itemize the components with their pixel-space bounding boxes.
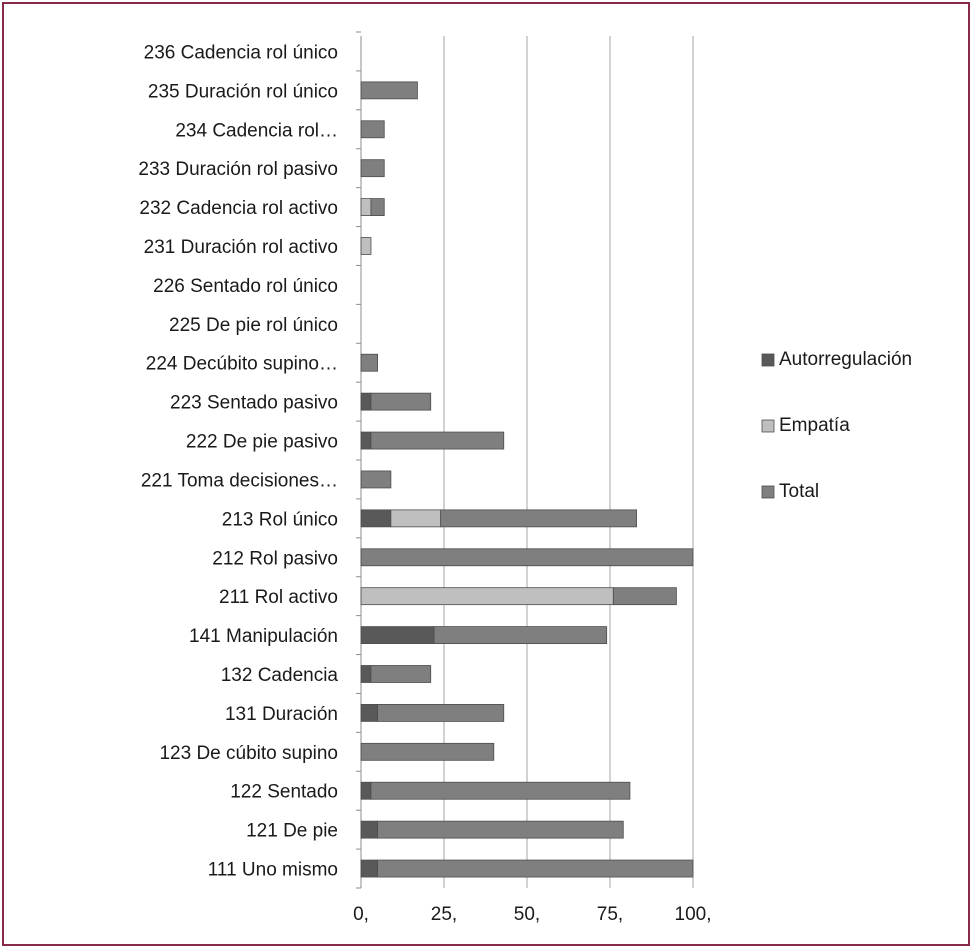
category-label: 231 Duración rol activo [144, 237, 338, 258]
bar-autorregulación [360, 859, 379, 878]
bar-autorregulación [360, 820, 379, 839]
category-label: 122 Sentado [230, 782, 338, 803]
x-tick-label: 50, [514, 904, 540, 925]
bar-autorregulación [360, 626, 435, 644]
bar-total [360, 120, 385, 139]
bar-autorregulación [360, 704, 379, 722]
stacked-bar-chart: 111 Uno mismo 121 De pie 122 Sentado 123 De… [138, 31, 912, 925]
category-label: 223 Sentado pasivo [170, 393, 338, 414]
bar-empatía [360, 198, 372, 216]
category-label: 131 Duración [225, 704, 338, 725]
bar-empatía [390, 509, 442, 528]
bar-total [360, 742, 495, 761]
bar-autorregulación [360, 781, 372, 800]
bar-total [377, 704, 505, 722]
bar-total [377, 820, 624, 839]
bar-total [377, 859, 694, 878]
bar-total [360, 81, 418, 100]
bar-autorregulación [360, 431, 372, 450]
bar-total [370, 431, 505, 450]
legend-swatch [761, 353, 775, 367]
category-label: 235 Duración rol único [148, 81, 338, 102]
bar-total [370, 781, 631, 800]
category-label: 226 Sentado rol único [153, 276, 338, 297]
x-tick-label: 75, [597, 904, 623, 925]
bar-total [440, 509, 637, 528]
bar-autorregulación [360, 392, 372, 411]
bar-empatía [360, 237, 372, 255]
legend-swatch [761, 485, 775, 499]
bars [360, 81, 694, 878]
category-label: 141 Manipulación [189, 626, 338, 647]
bar-total [360, 353, 379, 372]
bar-total [370, 198, 385, 216]
bar-total [612, 587, 677, 606]
bar-total [360, 159, 385, 178]
category-label: 225 De pie rol único [169, 315, 338, 336]
category-label: 222 De pie pasivo [186, 432, 338, 453]
bar-total [360, 548, 694, 567]
bar-total [433, 626, 608, 644]
category-label: 234 Cadencia rol… [175, 120, 338, 141]
bar-total [370, 392, 432, 411]
category-labels: 111 Uno mismo 121 De pie 122 Sentado 123 De… [138, 42, 338, 880]
category-label: 221 Toma decisiones… [141, 470, 338, 491]
category-label: 233 Duración rol pasivo [138, 159, 338, 180]
category-label: 236 Cadencia rol único [144, 42, 338, 63]
category-label: 132 Cadencia [221, 665, 339, 686]
legend: Autorregulación Empatía Total [761, 349, 912, 502]
category-label: 211 Rol activo [219, 587, 338, 608]
category-label: 212 Rol pasivo [212, 548, 338, 569]
bar-total [360, 470, 392, 489]
x-tick-label: 25, [431, 904, 457, 925]
category-label: 123 De cúbito supino [159, 743, 338, 764]
category-label: 224 Decúbito supino… [146, 354, 338, 375]
category-label: 232 Cadencia rol activo [139, 198, 338, 219]
legend-label: Empatía [779, 415, 850, 436]
category-label: 213 Rol único [222, 509, 338, 530]
bar-autorregulación [360, 665, 372, 683]
legend-swatch [761, 419, 775, 433]
bar-empatía [360, 587, 614, 606]
x-tick-label: 100, [675, 904, 712, 925]
category-label: 121 De pie [246, 821, 338, 842]
x-tick-labels: 0, 25, 50, 75, 100, [353, 904, 711, 925]
legend-label: Total [779, 481, 819, 502]
x-tick-label: 0, [353, 904, 369, 925]
bar-autorregulación [360, 509, 392, 528]
bar-total [370, 665, 432, 683]
category-label: 111 Uno mismo [208, 860, 338, 881]
legend-label: Autorregulación [779, 349, 912, 370]
